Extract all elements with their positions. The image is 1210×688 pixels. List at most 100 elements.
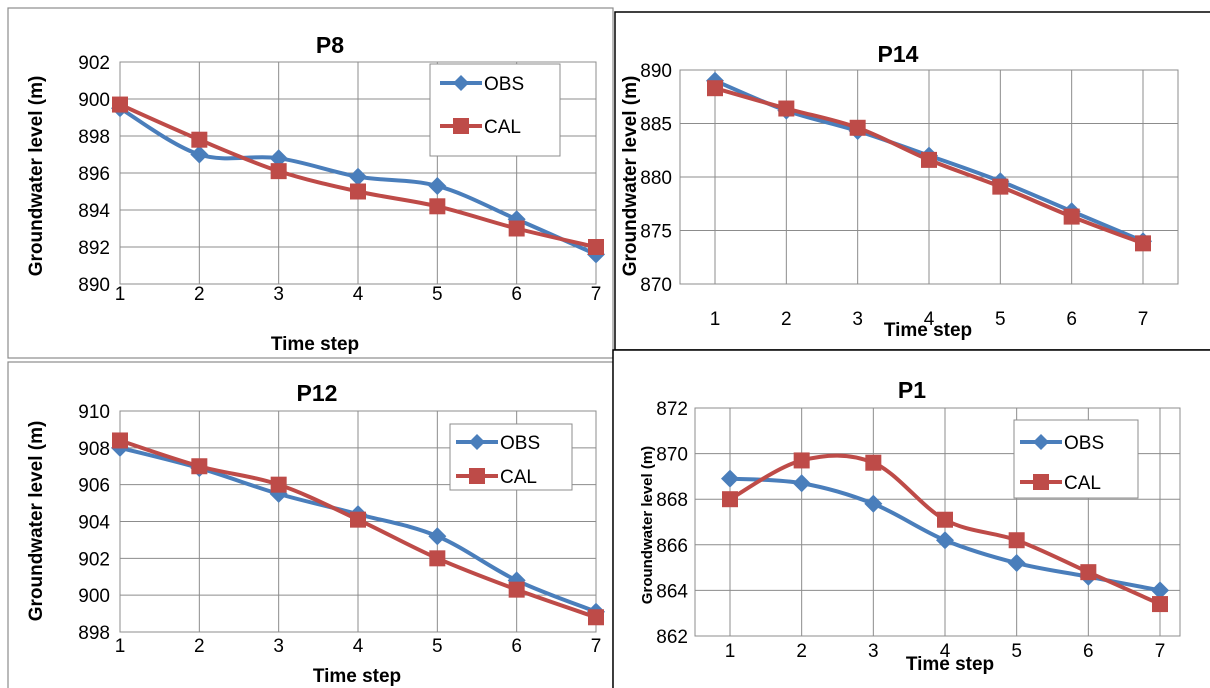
legend-cal-marker [469, 468, 485, 484]
data-point-cal [588, 609, 604, 626]
y-tick-label: 862 [656, 627, 688, 648]
data-point-obs [190, 145, 209, 164]
x-tick-label: 4 [353, 284, 364, 305]
x-axis-label: Time step [906, 654, 994, 675]
data-point-obs [792, 474, 811, 493]
x-tick-label: 6 [1066, 309, 1077, 330]
data-point-obs [428, 176, 447, 195]
y-axis-label: Groundwater level (m) [620, 76, 641, 277]
chart-panel-p1: 862 864 866 868 870 872 1 2 3 4 5 6 7 P1 Time step G… [612, 349, 1210, 688]
data-point-cal [429, 550, 446, 567]
chart-title: P12 [297, 380, 338, 406]
x-tick-label: 1 [725, 641, 736, 662]
data-point-obs [936, 531, 954, 550]
x-tick-label: 1 [710, 309, 721, 330]
plot-area [679, 69, 1179, 285]
y-tick-label: 904 [78, 513, 110, 534]
data-point-obs [269, 149, 288, 168]
legend-obs-label: OBS [500, 433, 540, 454]
plot-area [119, 410, 597, 633]
x-tick-label: 7 [591, 284, 602, 305]
x-tick-label: 7 [591, 636, 602, 657]
data-point-cal [778, 100, 795, 117]
data-point-cal [921, 151, 937, 168]
x-tick-label: 6 [511, 636, 522, 657]
chart-title: P8 [316, 32, 344, 58]
legend: OBS CAL [429, 63, 561, 157]
x-axis-label: Time step [271, 334, 359, 355]
chart-frame [7, 361, 614, 688]
data-point-cal [270, 163, 287, 180]
x-tick-label: 1 [115, 636, 126, 657]
y-tick-label: 870 [656, 445, 688, 466]
data-point-cal [508, 581, 525, 598]
data-point-cal [1135, 235, 1151, 252]
x-tick-label: 2 [796, 641, 807, 662]
x-tick-label: 2 [194, 284, 205, 305]
y-tick-label: 875 [640, 222, 672, 243]
data-point-cal [350, 511, 366, 528]
x-axis-label: Time step [884, 320, 972, 341]
y-tick-label: 910 [78, 402, 110, 423]
data-point-cal [937, 511, 953, 528]
legend: OBS CAL [449, 423, 573, 491]
x-tick-label: 4 [924, 309, 935, 330]
x-tick-label: 5 [1011, 641, 1022, 662]
y-tick-label: 864 [656, 581, 688, 602]
y-tick-label: 898 [78, 623, 110, 644]
data-point-cal [849, 119, 866, 136]
legend-cal-label: CAL [1064, 473, 1101, 494]
x-tick-label: 5 [995, 309, 1006, 330]
plot-area [119, 61, 597, 285]
chart-frame [612, 349, 1210, 688]
chart-panel-p12: 898 900 902 904 906 908 910 1 2 3 4 5 6 7 P12 Time st… [7, 361, 614, 688]
legend-cal-label: CAL [500, 467, 537, 488]
data-point-cal [865, 454, 882, 471]
legend-cal-label: CAL [484, 117, 521, 138]
y-tick-label: 890 [640, 61, 672, 82]
plot-area [694, 407, 1181, 637]
y-axis-label: Groundwater level (m) [639, 446, 656, 604]
x-tick-label: 3 [852, 309, 863, 330]
x-tick-label: 6 [1083, 641, 1094, 662]
data-point-cal [112, 432, 128, 449]
data-point-obs [428, 527, 447, 546]
data-point-cal [350, 183, 366, 200]
x-tick-label: 4 [353, 636, 364, 657]
legend: OBS CAL [1013, 419, 1139, 499]
data-point-cal [508, 220, 525, 237]
y-tick-label: 894 [78, 201, 110, 222]
legend-box [429, 63, 561, 157]
x-tick-label: 3 [273, 636, 284, 657]
x-tick-label: 6 [511, 284, 522, 305]
y-tick-label: 898 [78, 127, 110, 148]
data-point-cal [707, 80, 723, 97]
y-axis-label: Groundwater level (m) [26, 76, 47, 277]
x-axis-label: Time step [313, 666, 401, 687]
y-tick-label: 902 [78, 53, 110, 74]
legend-obs-marker [469, 434, 485, 450]
x-tick-label: 5 [432, 636, 443, 657]
legend-obs-label: OBS [1064, 433, 1104, 454]
legend-obs-marker [1033, 434, 1049, 450]
chart-title: P14 [878, 41, 919, 67]
data-point-cal [1152, 596, 1168, 613]
data-point-obs [864, 494, 883, 513]
y-tick-label: 870 [640, 275, 672, 296]
x-tick-label: 3 [273, 284, 284, 305]
data-point-cal [1063, 208, 1080, 225]
y-axis-label: Groundwater level (m) [26, 421, 47, 622]
data-point-obs [1007, 554, 1026, 573]
data-point-cal [722, 491, 738, 508]
x-tick-label: 4 [940, 641, 951, 662]
y-tick-label: 902 [78, 549, 110, 570]
data-point-obs [1151, 581, 1169, 600]
data-point-cal [112, 96, 128, 113]
chart-panel-p8: 890 892 894 896 898 900 902 1 2 3 4 5 6 7 P8 Time ste… [7, 7, 614, 359]
y-tick-label: 900 [78, 586, 110, 607]
x-tick-label: 1 [115, 284, 126, 305]
legend-cal-marker [1033, 474, 1049, 490]
x-tick-label: 2 [194, 636, 205, 657]
y-tick-label: 896 [78, 164, 110, 185]
